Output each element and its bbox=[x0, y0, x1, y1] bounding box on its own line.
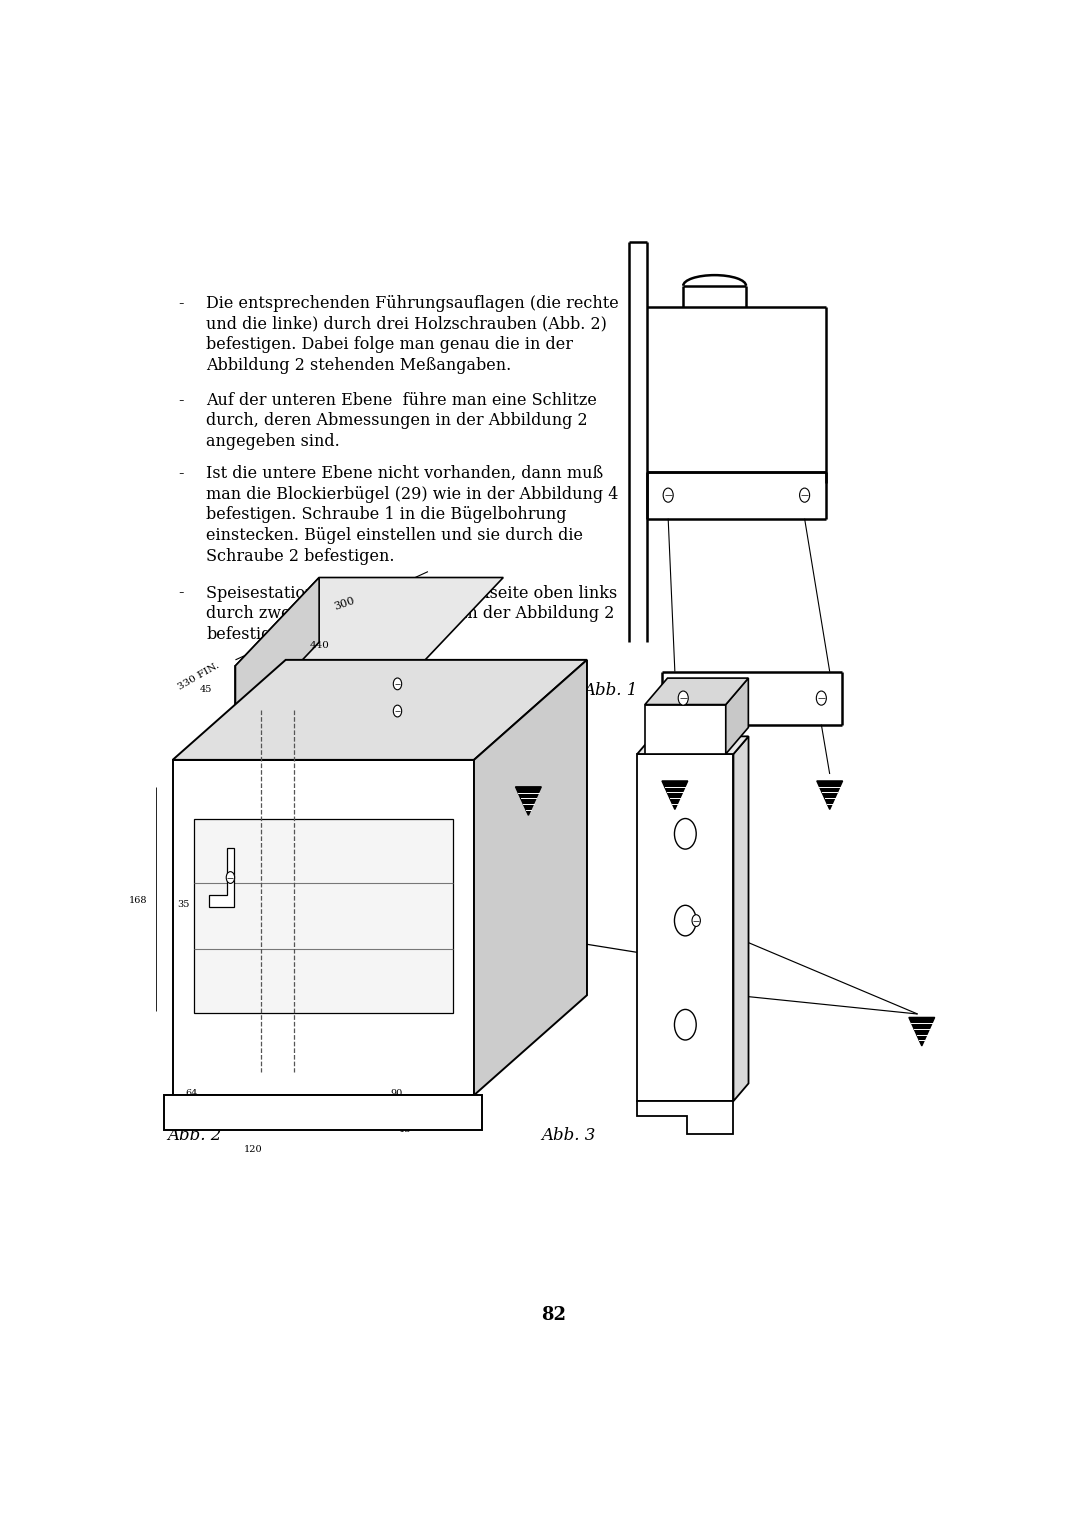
Circle shape bbox=[674, 1010, 697, 1041]
Circle shape bbox=[816, 691, 826, 704]
Circle shape bbox=[663, 487, 673, 503]
Polygon shape bbox=[193, 819, 454, 1013]
Text: 35: 35 bbox=[177, 900, 189, 909]
Circle shape bbox=[674, 819, 697, 850]
Text: -: - bbox=[178, 585, 184, 602]
Polygon shape bbox=[173, 660, 588, 759]
Text: -: - bbox=[178, 391, 184, 408]
Text: 300: 300 bbox=[333, 596, 356, 613]
Polygon shape bbox=[208, 848, 233, 908]
Polygon shape bbox=[235, 578, 503, 666]
Text: Speisestation (Abb. 3) an der Rückseite oben links
durch zwei Holzschrauben wie : Speisestation (Abb. 3) an der Rückseite … bbox=[206, 585, 618, 643]
Circle shape bbox=[393, 704, 402, 717]
Circle shape bbox=[674, 905, 697, 935]
Polygon shape bbox=[637, 753, 733, 1102]
Polygon shape bbox=[645, 678, 748, 704]
Polygon shape bbox=[662, 781, 688, 810]
Text: -: - bbox=[178, 295, 184, 312]
Polygon shape bbox=[515, 787, 541, 816]
Polygon shape bbox=[645, 704, 726, 753]
Polygon shape bbox=[173, 759, 474, 1096]
Circle shape bbox=[678, 691, 688, 704]
Text: -: - bbox=[178, 465, 184, 483]
Circle shape bbox=[393, 678, 402, 689]
Polygon shape bbox=[733, 736, 748, 1102]
Polygon shape bbox=[235, 578, 320, 730]
Polygon shape bbox=[637, 736, 748, 753]
Text: 13: 13 bbox=[399, 1125, 411, 1134]
Circle shape bbox=[226, 871, 234, 883]
Text: 120: 120 bbox=[244, 1144, 262, 1154]
Polygon shape bbox=[637, 1102, 733, 1134]
Polygon shape bbox=[816, 781, 842, 810]
Text: 82: 82 bbox=[541, 1306, 566, 1325]
Text: 168: 168 bbox=[129, 897, 148, 905]
Circle shape bbox=[799, 487, 810, 503]
Polygon shape bbox=[474, 660, 588, 1096]
Text: 45: 45 bbox=[200, 686, 212, 694]
Polygon shape bbox=[164, 1096, 483, 1131]
Text: 45: 45 bbox=[224, 738, 240, 755]
Text: 64: 64 bbox=[186, 1089, 198, 1099]
Polygon shape bbox=[726, 678, 748, 753]
Text: 270: 270 bbox=[273, 1118, 292, 1128]
Text: Ist die untere Ebene nicht vorhanden, dann muß
man die Blockierbügel (29) wie in: Ist die untere Ebene nicht vorhanden, da… bbox=[206, 465, 619, 565]
Polygon shape bbox=[909, 1018, 934, 1045]
Text: Abb. 2: Abb. 2 bbox=[166, 1128, 221, 1144]
Text: Abb. 3: Abb. 3 bbox=[541, 1128, 595, 1144]
Text: 90: 90 bbox=[390, 1089, 403, 1099]
Text: Die entsprechenden Führungsauflagen (die rechte
und die linke) durch drei Holzsc: Die entsprechenden Führungsauflagen (die… bbox=[206, 295, 619, 374]
Text: Abb. 1: Abb. 1 bbox=[583, 681, 637, 700]
Text: 440: 440 bbox=[310, 642, 329, 651]
Text: 68.5: 68.5 bbox=[265, 892, 286, 902]
Text: Auf der unteren Ebene  führe man eine Schlitze
durch, deren Abmessungen in der A: Auf der unteren Ebene führe man eine Sch… bbox=[206, 391, 597, 449]
Polygon shape bbox=[235, 666, 419, 730]
Text: 330 FIN.: 330 FIN. bbox=[177, 662, 221, 692]
Circle shape bbox=[692, 915, 701, 926]
